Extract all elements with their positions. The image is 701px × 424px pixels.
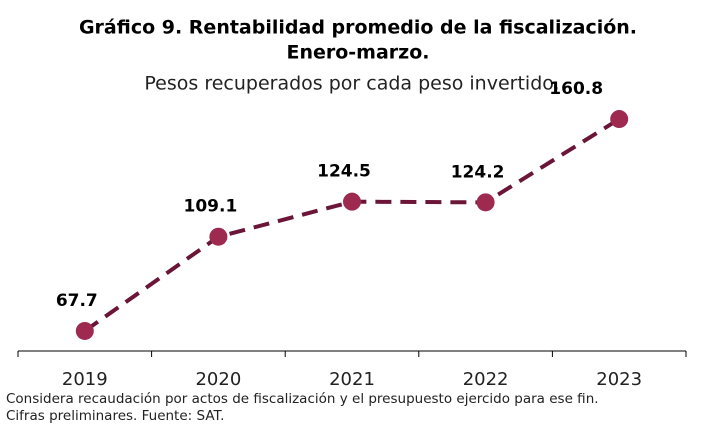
footnote: Considera recaudación por actos de fisca… (6, 391, 599, 407)
marker (343, 192, 361, 211)
footnote: Cifras preliminares. Fuente: SAT. (6, 408, 224, 424)
x-tick-label: 2019 (62, 369, 108, 390)
value-label: 160.8 (549, 79, 603, 99)
chart-subtitle: Pesos recuperados por cada peso invertid… (144, 73, 559, 95)
value-label: 109.1 (184, 197, 238, 217)
x-tick-label: 2021 (329, 369, 375, 390)
marker (610, 110, 629, 129)
x-tick-label: 2020 (195, 369, 241, 390)
chart-title-line2: Enero-marzo. (286, 42, 429, 64)
marker (209, 227, 228, 246)
line (83, 117, 621, 333)
marker (75, 321, 94, 340)
x-tick-label: 2023 (596, 369, 642, 390)
value-label: 124.2 (451, 162, 505, 182)
value-label: 124.5 (317, 162, 371, 182)
value-label: 67.7 (56, 291, 98, 311)
marker (476, 193, 495, 212)
chart-title: Gráfico 9. Rentabilidad promedio de la f… (79, 17, 637, 39)
x-tick-label: 2022 (463, 369, 509, 390)
